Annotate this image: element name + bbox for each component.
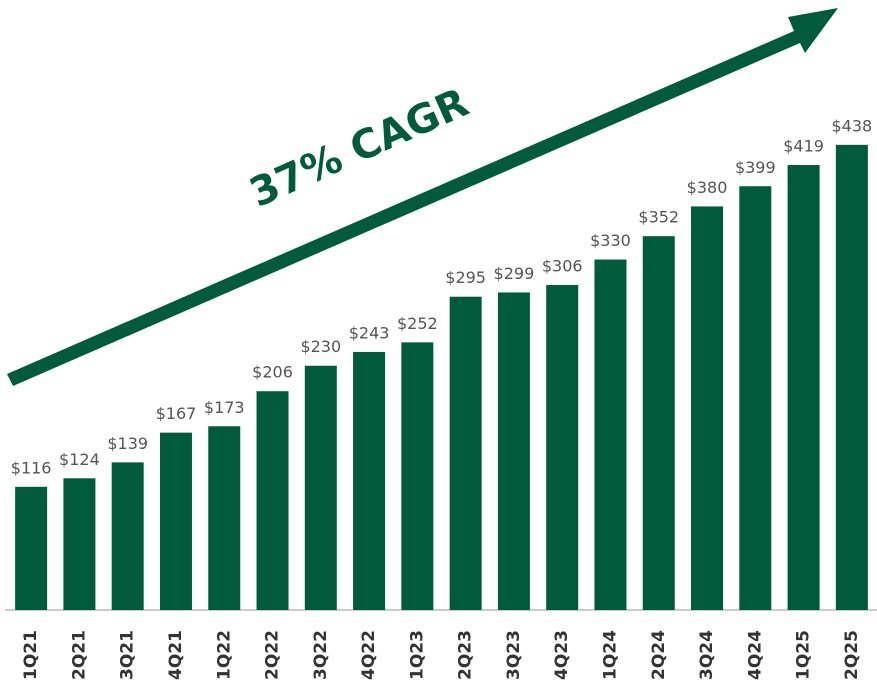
- bar: [111, 462, 144, 610]
- value-label: $139: [107, 434, 148, 453]
- x-tick-label: 1Q21: [21, 630, 41, 680]
- value-label: $399: [735, 158, 776, 177]
- value-label: $243: [349, 323, 390, 342]
- x-tick-label: 4Q23: [552, 630, 572, 680]
- bar: [256, 391, 289, 610]
- cagr-arrow: [7, 8, 838, 386]
- x-tick-label: 3Q21: [118, 630, 138, 680]
- value-label: $167: [156, 404, 197, 423]
- value-label: $380: [687, 178, 728, 197]
- x-tick-label: 3Q24: [697, 630, 717, 680]
- value-label: $124: [59, 450, 100, 469]
- bar: [739, 186, 772, 610]
- value-label: $252: [397, 314, 438, 333]
- value-label: $330: [590, 231, 631, 250]
- bar: [497, 292, 530, 610]
- value-label: $306: [542, 257, 583, 276]
- bar: [304, 365, 337, 610]
- bar: [546, 285, 579, 610]
- x-tick-label: 2Q22: [263, 630, 283, 680]
- value-label: $352: [638, 208, 679, 227]
- bar: [15, 486, 48, 610]
- bar: [353, 351, 386, 610]
- bar: [208, 426, 241, 610]
- bar: [642, 236, 675, 610]
- x-tick-label: 4Q21: [166, 630, 186, 680]
- x-tick-label: 4Q24: [745, 630, 765, 680]
- value-label: $173: [204, 398, 245, 417]
- x-tick-label: 1Q23: [407, 630, 427, 680]
- x-tick-label: 1Q25: [794, 630, 814, 680]
- value-label: $116: [11, 458, 52, 477]
- x-tick-label: 2Q21: [69, 630, 89, 680]
- value-label: $230: [300, 337, 341, 356]
- value-label: $438: [832, 116, 873, 135]
- value-label: $295: [445, 268, 486, 287]
- bar: [159, 432, 192, 610]
- x-tick-label: 3Q22: [311, 630, 331, 680]
- x-tick-label: 2Q24: [649, 630, 669, 680]
- x-tick-label: 2Q25: [842, 630, 862, 680]
- bar: [787, 165, 820, 610]
- value-label: $206: [252, 363, 293, 382]
- bar: [594, 259, 627, 610]
- x-tick-label: 3Q23: [504, 630, 524, 680]
- x-tick-label: 1Q24: [600, 630, 620, 680]
- bar: [401, 342, 434, 610]
- value-label: $299: [494, 264, 535, 283]
- x-tick-label: 1Q22: [214, 630, 234, 680]
- bar: [835, 144, 868, 610]
- x-tick-label: 2Q23: [456, 630, 476, 680]
- bar: [449, 296, 482, 610]
- value-label: $419: [783, 137, 824, 156]
- bar: [691, 206, 724, 610]
- x-tick-label: 4Q22: [359, 630, 379, 680]
- bar: [63, 478, 96, 610]
